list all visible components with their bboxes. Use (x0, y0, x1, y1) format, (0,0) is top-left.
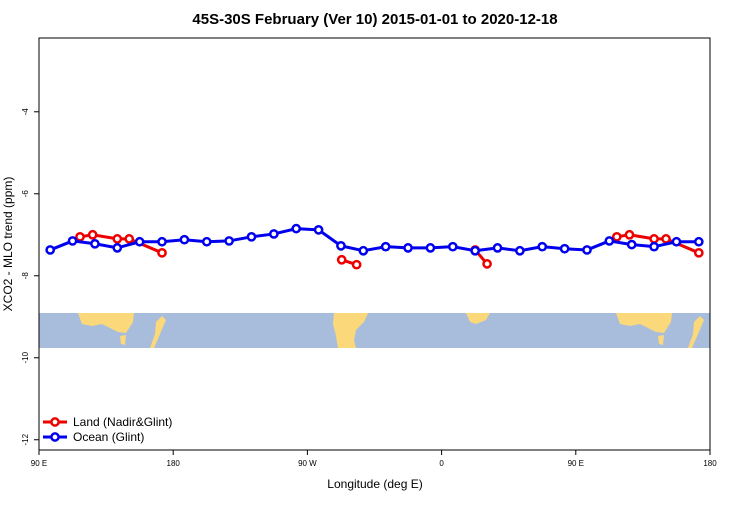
point (157, 247, 167, 258)
y-tick-label: -8 (21, 272, 30, 280)
point (559, 243, 570, 254)
point (112, 234, 123, 244)
x-tick-label: 90 E (31, 459, 47, 468)
point (649, 241, 659, 252)
point (661, 234, 671, 244)
point (224, 236, 234, 246)
point (425, 243, 436, 253)
point (67, 236, 78, 246)
x-tick-label: 90 W (298, 459, 317, 468)
point (582, 245, 592, 255)
point (134, 236, 145, 247)
point (693, 236, 704, 247)
point (269, 229, 279, 239)
x-tick-label: 180 (703, 459, 717, 468)
point (693, 247, 704, 258)
point (336, 240, 346, 251)
chart-title: 45S-30S February (Ver 10) 2015-01-01 to … (192, 11, 557, 28)
point (403, 243, 413, 253)
point (336, 254, 347, 265)
legend-label: Ocean (Glint) (73, 430, 144, 444)
point (313, 225, 324, 235)
point (45, 245, 56, 255)
point (124, 234, 135, 244)
y-tick-label: -12 (21, 433, 30, 445)
point (179, 234, 190, 245)
point (75, 231, 85, 242)
y-tick-label: -6 (21, 190, 30, 198)
x-tick-label: 90 E (568, 459, 584, 468)
point (482, 259, 492, 269)
map-band (39, 313, 710, 348)
point (604, 236, 615, 246)
point (246, 231, 257, 242)
point (537, 241, 548, 252)
point (515, 245, 525, 256)
point (649, 234, 659, 244)
x-tick-label: 0 (439, 459, 444, 468)
point (624, 229, 635, 240)
legend-label: Land (Nadir&Glint) (73, 415, 172, 429)
y-axis-label: XCO2 - MLO trend (ppm) (1, 177, 15, 312)
point (90, 238, 100, 249)
point (492, 243, 503, 253)
point (671, 236, 682, 247)
point (358, 245, 369, 256)
point (157, 236, 167, 247)
point (291, 223, 302, 234)
legend: Land (Nadir&Glint)Ocean (Glint) (43, 415, 172, 444)
point (447, 241, 458, 252)
x-tick-label: 180 (167, 459, 181, 468)
point (470, 245, 480, 256)
point (87, 229, 98, 240)
y-tick-label: -4 (21, 108, 30, 116)
point (201, 236, 212, 247)
legend-marker (50, 432, 60, 442)
plot-frame (38, 37, 711, 451)
legend-marker (50, 417, 60, 427)
point (626, 239, 637, 250)
point (380, 241, 391, 252)
x-axis-label: Longitude (deg E) (327, 477, 422, 491)
point (351, 259, 362, 270)
point (112, 243, 123, 253)
point (611, 231, 622, 242)
y-tick-label: -10 (21, 351, 30, 363)
